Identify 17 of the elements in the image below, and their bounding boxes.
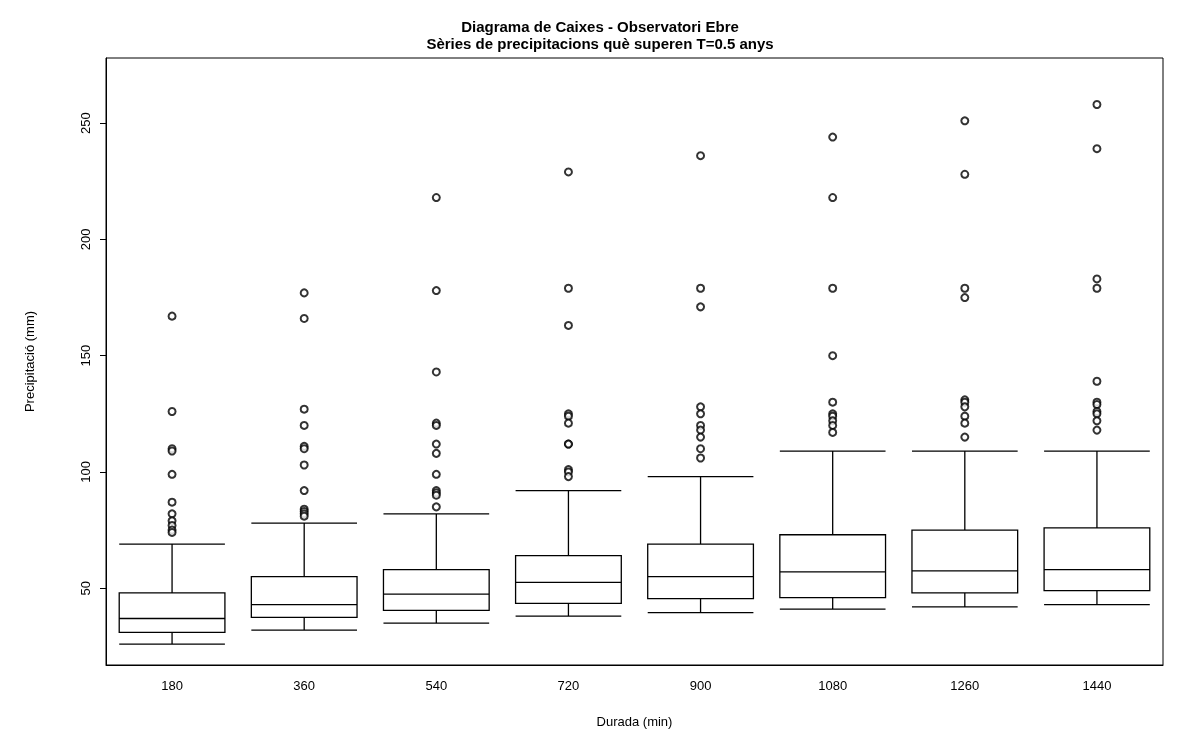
x-tick-label: 900 xyxy=(689,678,712,693)
x-tick-label: 1440 xyxy=(1082,678,1112,693)
chart-title: Diagrama de Caixes - Observatori Ebre xyxy=(461,18,739,35)
y-axis-title: Precipitació (mm) xyxy=(22,310,37,413)
y-tick-label: 50 xyxy=(78,581,93,596)
x-tick-label: 1260 xyxy=(950,678,980,693)
y-tick-label: 150 xyxy=(78,344,93,367)
x-tick-label: 180 xyxy=(161,678,183,693)
x-tick-label: 360 xyxy=(293,678,316,693)
y-tick-label: 200 xyxy=(78,228,93,251)
x-tick-label: 540 xyxy=(425,678,448,693)
chart-subtitle: Sèries de precipitacions què superen T=0.5 anys xyxy=(426,35,774,52)
x-axis-title: Durada (min) xyxy=(596,714,673,729)
x-tick-label: 1080 xyxy=(818,678,848,693)
x-tick-label: 720 xyxy=(557,678,580,693)
y-tick-label: 250 xyxy=(78,112,93,134)
y-tick-label: 100 xyxy=(78,461,93,483)
